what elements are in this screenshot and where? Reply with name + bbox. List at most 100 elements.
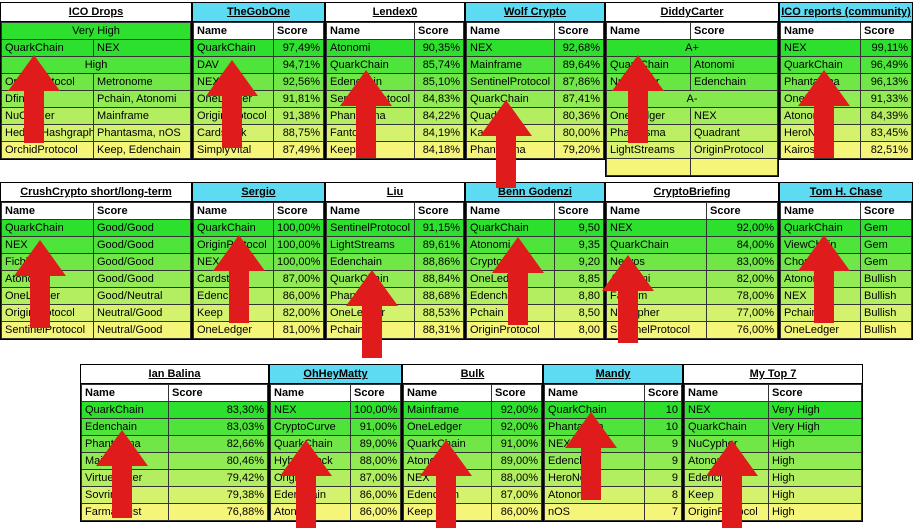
table-row: Origin 87,00%: [270, 469, 401, 487]
panel-title[interactable]: ICO reports (community): [780, 3, 912, 22]
project-score: 87,49%: [273, 141, 324, 159]
project-name: QuarkChain: [193, 39, 274, 57]
project-score: 88,00%: [491, 469, 542, 487]
panel-title[interactable]: CryptoBriefing: [606, 183, 778, 202]
score-column-header: Score: [273, 22, 324, 40]
project-score: 80,00%: [554, 124, 604, 142]
table-row: Fichblock Good/Good: [1, 253, 191, 271]
project-name: Keep: [403, 503, 492, 521]
table-row: Phantasma 82,66%: [81, 435, 268, 453]
project-score: 100,00%: [350, 401, 401, 419]
project-name: Phantasma: [466, 141, 555, 159]
project-name: Nervos: [606, 253, 707, 271]
project-score: 85,10%: [414, 73, 464, 91]
project-name: Edenchain: [193, 287, 274, 305]
project-name: SimplyVital: [193, 141, 274, 159]
project-score: 79,20%: [554, 141, 604, 159]
table-row: Atonomi 8: [544, 486, 682, 504]
project-name: QuarkChain: [606, 236, 707, 254]
project-score: 91,00%: [350, 418, 401, 436]
project-name: Sovrin: [81, 486, 169, 504]
project-name: HeroNode: [544, 469, 645, 487]
project-name: Edenchain: [403, 486, 492, 504]
ranking-panel: Wolf Crypto Name Score NEX 92,68% Mainframe 89…: [465, 2, 605, 160]
table-row: SentinelProtocol 76,00%: [606, 321, 778, 339]
project-score: 8,50: [554, 304, 604, 322]
panel-title[interactable]: Bulk: [403, 365, 542, 384]
panel-title[interactable]: Mandy: [544, 365, 682, 384]
name-column-header: Name: [1, 202, 94, 220]
panel-title[interactable]: TheGobOne: [193, 3, 324, 22]
table-row: OneLedger 91,81%: [193, 90, 324, 108]
project-score: 87,00%: [273, 270, 324, 288]
table-row: HederaHashgraph Phantasma, nOS: [1, 124, 191, 142]
table-row: NEX 99,11%: [780, 39, 912, 57]
table-row: HybridBlock 88,00%: [270, 452, 401, 470]
project-score: 100,00%: [273, 236, 324, 254]
tier-label: Very High: [1, 22, 191, 40]
project-name: NuCypher: [606, 73, 691, 91]
project-name: Pchain: [326, 321, 415, 339]
project-name: OneLedger: [193, 321, 274, 339]
table-row: QuarkChain 100,00%: [193, 219, 324, 237]
table-row: Mainframe 92,00%: [403, 401, 542, 419]
project-name: OneLedger: [780, 90, 861, 108]
project-score: Gem: [860, 253, 912, 271]
panel-title[interactable]: Sergio: [193, 183, 324, 202]
table-row: NEX 92,68%: [466, 39, 604, 57]
table-row: Atonomi Bullish: [780, 270, 912, 288]
project-score: 96,13%: [860, 73, 912, 91]
project-score: 87,41%: [554, 90, 604, 108]
panel-title[interactable]: My Top 7: [684, 365, 862, 384]
project-name: QuarkChain: [193, 219, 274, 237]
project-name: OriginProtocol: [684, 503, 769, 521]
table-row: Edenchain 86,00%: [193, 287, 324, 305]
panel-title[interactable]: Wolf Crypto: [466, 3, 604, 22]
table-row: High: [1, 56, 191, 74]
project-score: Very High: [768, 401, 862, 419]
project-score: 97,49%: [273, 39, 324, 57]
table-row: Nervos 83,00%: [606, 253, 778, 271]
table-row: Fantom 84,19%: [326, 124, 464, 142]
panel-title[interactable]: Ian Balina: [81, 365, 268, 384]
table-row: Edenchain High: [684, 469, 862, 487]
project-name: OriginProtocol: [1, 73, 94, 91]
project-name: LightStreams: [606, 141, 691, 159]
table-row: Atonomi 86,00%: [270, 503, 401, 521]
panel-title[interactable]: Liu: [326, 183, 464, 202]
table-row: Atonomi High: [684, 452, 862, 470]
table-row: Dfinity Pchain, Atonomi: [1, 90, 191, 108]
project-name: OneLedger: [403, 418, 492, 436]
score-column-header: Score: [690, 22, 778, 40]
project-name: Pchain: [780, 304, 861, 322]
panel-title[interactable]: ICO Drops: [1, 3, 191, 22]
table-row: A-: [606, 90, 778, 108]
project-score: 88,84%: [414, 270, 464, 288]
table-row: OrchidProtocol Keep, Edenchain: [1, 141, 191, 159]
project-score: 8,80: [554, 287, 604, 305]
table-row: Keep 86,00%: [403, 503, 542, 521]
project-score: 78,00%: [706, 287, 778, 305]
table-row: QuarkChain 88,84%: [326, 270, 464, 288]
project-name: Atonomi: [780, 270, 861, 288]
project-score: 9,50: [554, 219, 604, 237]
project-score: Bullish: [860, 270, 912, 288]
project-name: Phantasma: [81, 435, 169, 453]
panel-title[interactable]: Tom H. Chase: [780, 183, 912, 202]
panel-title[interactable]: DiddyCarter: [606, 3, 778, 22]
project-score: 86,00%: [273, 287, 324, 305]
project-score: 99,11%: [860, 39, 912, 57]
panel-title[interactable]: Lendex0: [326, 3, 464, 22]
project-score: Bullish: [860, 304, 912, 322]
panel-title[interactable]: Benn Godenzi: [466, 183, 604, 202]
project-score: 96,49%: [860, 56, 912, 74]
table-row: NEX Good/Good: [1, 236, 191, 254]
table-row: QuarkChain 85,74%: [326, 56, 464, 74]
table-row: NuCypher Edenchain: [606, 73, 778, 91]
table-row: Phantasma Quadrant: [606, 124, 778, 142]
name-column-header: Name: [606, 22, 691, 40]
panel-title[interactable]: CrushCrypto short/long-term: [1, 183, 191, 202]
table-row: NEX Very High: [684, 401, 862, 419]
table-row: Chosen Gem: [780, 253, 912, 271]
panel-title[interactable]: OhHeyMatty: [270, 365, 401, 384]
